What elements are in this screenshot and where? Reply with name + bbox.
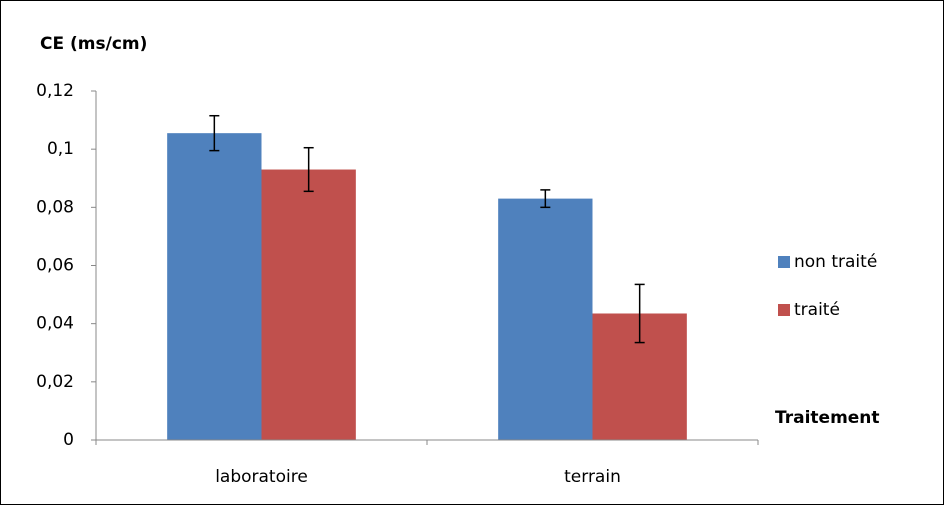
bar [167,133,262,440]
legend-label: traité [794,300,840,320]
x-tick-label: terrain [564,467,621,487]
y-tick-label: 0 [63,430,74,450]
legend-swatch [778,256,790,268]
y-tick-label: 0,02 [36,372,74,392]
error-bar [540,189,551,209]
error-bar [634,283,645,344]
bar [498,198,593,440]
y-tick-label: 0,06 [36,256,74,276]
legend-label: non traité [794,252,877,272]
error-bar [209,114,220,152]
y-tick-label: 0,1 [47,139,74,159]
x-tick-label: laboratoire [215,467,308,487]
y-axis-title: CE (ms/cm) [40,34,147,54]
legend-swatch [778,304,790,316]
y-tick-label: 0,04 [36,314,74,334]
y-tick-label: 0,08 [36,197,74,217]
y-tick-label: 0,12 [36,81,74,101]
error-bar [303,146,314,193]
bar [261,169,356,440]
x-axis-title: Traitement [775,408,880,428]
